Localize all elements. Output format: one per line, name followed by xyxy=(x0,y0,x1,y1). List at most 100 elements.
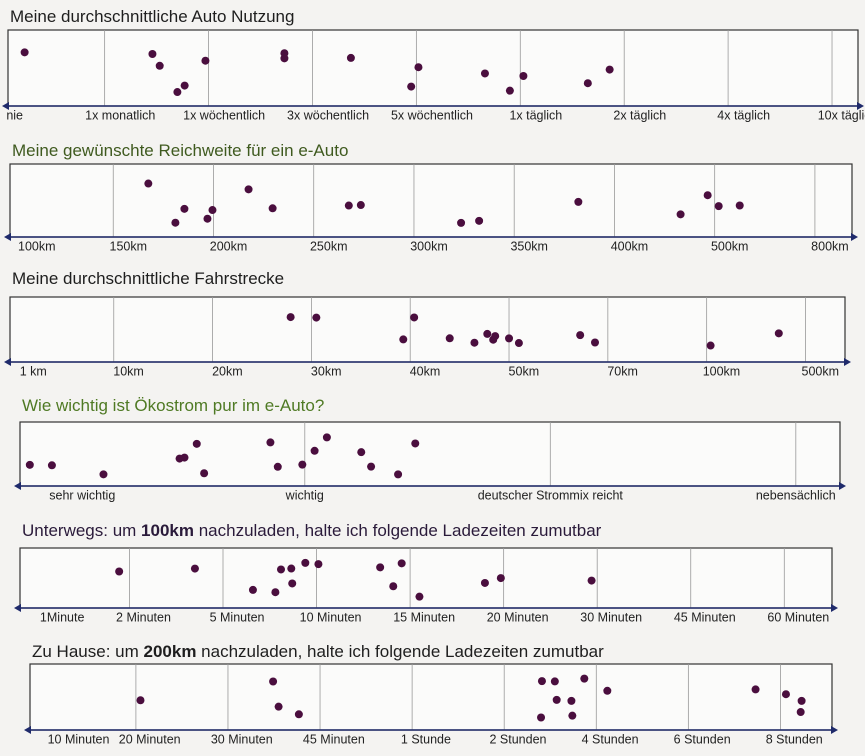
vote-dot xyxy=(200,469,209,478)
vote-dot xyxy=(751,685,760,694)
x-tick-label: 500km xyxy=(711,239,749,253)
vote-dot xyxy=(301,558,310,567)
vote-dot xyxy=(605,65,614,74)
vote-dot xyxy=(298,460,307,469)
title-part: Meine gewünschte Reichweite für ein e-Au… xyxy=(12,141,348,160)
vote-dot xyxy=(470,338,479,347)
chart-title: Wie wichtig ist Ökostrom pur im e-Auto? xyxy=(22,396,324,415)
x-tick-label: 30km xyxy=(311,364,342,378)
x-tick-label: 45 Minuten xyxy=(674,610,736,624)
x-tick-label: 4x täglich xyxy=(717,108,770,122)
vote-dot xyxy=(491,332,500,341)
vote-dot xyxy=(155,61,164,70)
vote-dot xyxy=(244,185,253,194)
vote-dot xyxy=(25,460,34,469)
x-tick-label: 4 Stunden xyxy=(582,732,639,746)
title-part: Zu Hause: um xyxy=(32,642,144,661)
x-tick-label: 30 Minuten xyxy=(580,610,642,624)
x-tick-label: 20km xyxy=(212,364,243,378)
vote-dot xyxy=(389,582,398,591)
x-tick-label: 100km xyxy=(703,364,741,378)
vote-dot xyxy=(603,686,612,695)
chart-title: Unterwegs: um 100km nachzuladen, halte i… xyxy=(22,521,602,540)
x-tick-label: 200km xyxy=(210,239,248,253)
vote-dot xyxy=(274,702,283,711)
vote-dot xyxy=(445,334,454,343)
x-tick-label: 1x wöchentlich xyxy=(183,108,265,122)
vote-dot xyxy=(180,81,189,90)
x-tick-label: 2 Minuten xyxy=(116,610,171,624)
vote-dot xyxy=(346,53,355,62)
x-tick-label: 8 Stunden xyxy=(766,732,823,746)
vote-dot xyxy=(714,202,723,211)
vote-dot xyxy=(192,439,201,448)
panel-box xyxy=(19,547,833,609)
x-tick-label: 45 Minuten xyxy=(303,732,365,746)
vote-dot xyxy=(280,49,289,58)
vote-dot xyxy=(475,216,484,225)
vote-dot xyxy=(519,71,528,80)
vote-dot xyxy=(407,82,416,91)
x-tick-label: sehr wichtig xyxy=(49,488,115,502)
vote-dot xyxy=(99,470,108,479)
x-tick-label: 3x wöchentlich xyxy=(287,108,369,122)
title-part: Meine durchschnittliche Auto Nutzung xyxy=(10,7,294,26)
vote-dot xyxy=(397,559,406,568)
x-tick-label: 800km xyxy=(811,239,849,253)
vote-dot xyxy=(47,461,56,470)
x-tick-label: 1 km xyxy=(20,364,47,378)
vote-dot xyxy=(273,462,282,471)
vote-dot xyxy=(537,713,546,722)
vote-dot xyxy=(357,448,366,457)
vote-dot xyxy=(286,313,295,322)
chart-title: Zu Hause: um 200km nachzuladen, halte ic… xyxy=(32,642,604,661)
vote-dot xyxy=(344,201,353,210)
vote-dot xyxy=(312,313,321,322)
x-tick-label: 350km xyxy=(510,239,548,253)
vote-dot xyxy=(552,695,561,704)
vote-dot xyxy=(294,710,303,719)
vote-dot xyxy=(394,470,403,479)
vote-dot xyxy=(411,439,420,448)
vote-dot xyxy=(796,708,805,717)
vote-dot xyxy=(115,567,124,576)
x-tick-label: 10km xyxy=(113,364,144,378)
vote-dot xyxy=(774,329,783,338)
panel-box xyxy=(7,29,859,107)
x-tick-label: 60 Minuten xyxy=(767,610,829,624)
vote-dot xyxy=(356,201,365,210)
x-tick-label: 10 Minuten xyxy=(300,610,362,624)
vote-dot xyxy=(415,592,424,601)
title-part: 100km xyxy=(141,521,194,540)
x-tick-label: 2x täglich xyxy=(613,108,666,122)
vote-dot xyxy=(288,579,297,588)
vote-dot xyxy=(201,56,210,65)
chart-title: Meine durchschnittliche Fahrstrecke xyxy=(12,269,284,288)
title-part: 200km xyxy=(144,642,197,661)
vote-dot xyxy=(322,433,331,442)
vote-dot xyxy=(144,179,153,188)
x-tick-label: 5 Minuten xyxy=(210,610,265,624)
title-part: Unterwegs: um xyxy=(22,521,141,540)
vote-dot xyxy=(376,563,385,572)
vote-dot xyxy=(410,313,419,322)
x-tick-label: 6 Stunden xyxy=(674,732,731,746)
x-tick-label: 30 Minuten xyxy=(211,732,273,746)
chart-title: Meine gewünschte Reichweite für ein e-Au… xyxy=(12,141,348,160)
x-tick-label: 300km xyxy=(410,239,448,253)
vote-dot xyxy=(480,578,489,587)
vote-dot xyxy=(173,88,182,97)
title-part: Meine durchschnittliche Fahrstrecke xyxy=(12,269,284,288)
vote-dot xyxy=(148,49,157,58)
panel-box xyxy=(29,663,833,731)
x-tick-label: 100km xyxy=(18,239,56,253)
panel-box xyxy=(19,421,841,487)
vote-dot xyxy=(266,438,275,447)
vote-dot xyxy=(514,339,523,348)
x-tick-label: 10 Minuten xyxy=(48,732,110,746)
vote-dot xyxy=(208,206,217,215)
x-tick-label: 1x täglich xyxy=(509,108,562,122)
vote-dot xyxy=(314,560,323,569)
